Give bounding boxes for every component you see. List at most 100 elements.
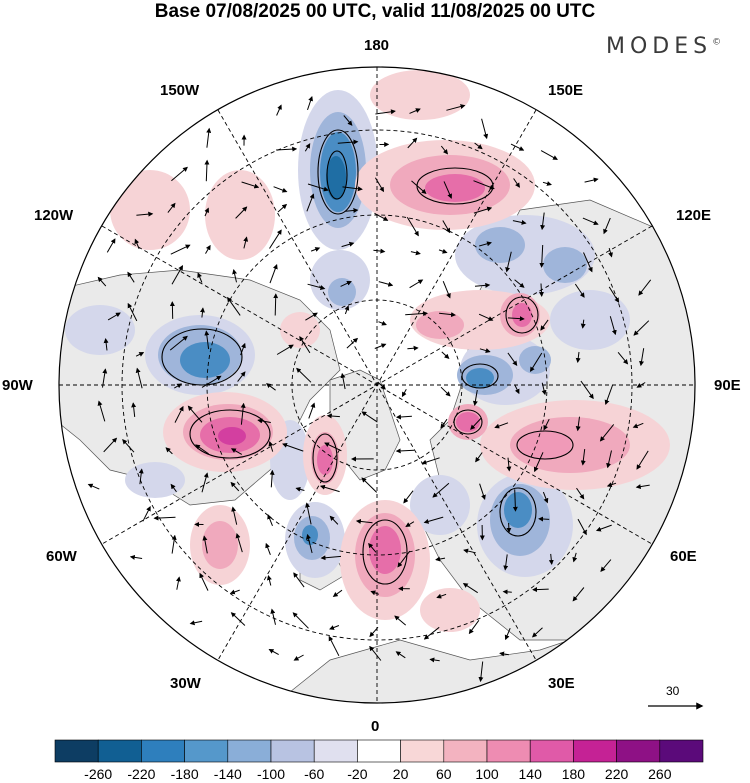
colorbar-tick-label: -20 xyxy=(347,766,368,782)
wind-arrow xyxy=(397,550,411,568)
wind-arrow xyxy=(574,283,585,298)
wind-arrow xyxy=(406,217,419,237)
wind-arrow xyxy=(423,516,444,524)
wind-arrow xyxy=(541,382,547,396)
wind-arrow xyxy=(407,345,419,351)
wind-arrow xyxy=(440,145,449,155)
colorbar-tick-label: 260 xyxy=(648,766,672,782)
wind-arrow xyxy=(633,320,650,336)
wind-arrow xyxy=(374,212,389,221)
wind-arrow xyxy=(572,587,585,602)
wind-arrow xyxy=(584,177,599,183)
reference-vector-arrow xyxy=(648,702,704,710)
wind-arrow xyxy=(355,518,373,524)
wind-arrow xyxy=(230,612,246,626)
colorbar-tick-label: 180 xyxy=(561,766,586,782)
wind-arrow xyxy=(494,422,509,429)
wind-arrow xyxy=(171,166,188,182)
wind-arrow xyxy=(529,352,543,373)
wind-arrow xyxy=(308,402,316,419)
wind-arrow xyxy=(268,441,274,452)
brand-text: MODES xyxy=(606,34,713,59)
wind-arrow xyxy=(171,534,177,554)
wind-arrow xyxy=(499,651,509,657)
wind-arrow xyxy=(204,207,210,217)
wind-arrow xyxy=(513,178,520,188)
modes-logo: MODES© xyxy=(606,34,721,59)
wind-arrow xyxy=(468,620,480,635)
wind-arrow xyxy=(337,139,359,145)
wind-arrow xyxy=(332,589,343,597)
wind-arrow xyxy=(202,535,208,554)
wind-arrow xyxy=(296,367,312,383)
wind-arrow xyxy=(532,587,549,593)
wind-arrow xyxy=(320,555,342,561)
wind-arrow xyxy=(595,524,612,532)
wind-arrow xyxy=(479,483,486,500)
wind-arrow xyxy=(540,319,549,331)
wind-arrow xyxy=(310,247,321,252)
wind-arrow xyxy=(473,206,493,214)
wind-arrow xyxy=(377,381,386,390)
wind-arrow xyxy=(582,217,599,226)
wind-arrow xyxy=(270,608,276,625)
wind-arrow xyxy=(195,444,209,455)
wind-arrow xyxy=(472,389,478,406)
wind-arrow xyxy=(423,626,440,640)
wind-arrow xyxy=(235,206,248,219)
wind-arrow xyxy=(167,202,176,213)
wind-arrow xyxy=(369,645,382,661)
wind-arrow xyxy=(266,575,272,586)
wind-arrow xyxy=(543,418,550,431)
wind-arrow xyxy=(470,417,482,430)
wind-arrow xyxy=(306,193,315,212)
wind-arrow xyxy=(576,487,585,500)
colorbar-tick-label: 100 xyxy=(475,766,499,782)
wind-arrow xyxy=(375,109,396,115)
wind-arrow xyxy=(293,654,304,661)
wind-vectors xyxy=(87,95,652,683)
wind-arrow xyxy=(577,518,587,536)
wind-arrow xyxy=(533,452,544,473)
wind-arrow xyxy=(243,236,249,249)
wind-arrow xyxy=(205,244,211,254)
wind-arrow xyxy=(295,486,305,492)
colorbar-tick-label: -260 xyxy=(84,766,113,782)
wind-arrow xyxy=(410,250,421,256)
wind-arrow xyxy=(174,405,184,423)
colorbar-swatch xyxy=(357,739,401,763)
wind-arrow xyxy=(369,626,379,638)
colorbar-swatch xyxy=(573,739,617,763)
wind-arrow xyxy=(395,414,412,420)
wind-arrow xyxy=(265,383,276,391)
wind-arrow xyxy=(438,248,448,254)
wind-arrow xyxy=(401,388,407,398)
wind-arrow xyxy=(131,402,137,417)
lon-label-90w: 90W xyxy=(2,377,33,394)
wind-arrow xyxy=(107,312,121,321)
wind-arrow xyxy=(345,208,359,213)
colorbar-swatch xyxy=(227,739,272,763)
wind-arrow xyxy=(267,514,273,526)
lon-label-120e: 120E xyxy=(676,207,712,224)
wind-arrow xyxy=(229,589,240,595)
wind-arrow xyxy=(329,625,340,630)
lon-label-150e: 150E xyxy=(548,82,584,99)
wind-arrow xyxy=(510,143,525,151)
wind-arrow xyxy=(512,489,518,512)
colorbar-swatch xyxy=(141,739,185,763)
wind-arrow xyxy=(394,615,407,626)
wind-arrow xyxy=(127,271,135,283)
wind-arrow xyxy=(227,296,241,316)
wind-arrow xyxy=(204,159,210,182)
wind-arrow xyxy=(306,533,313,554)
wind-arrow xyxy=(199,572,209,591)
wind-arrow xyxy=(374,343,387,349)
wind-arrow xyxy=(395,448,415,454)
wind-arrow xyxy=(583,252,593,273)
colorbar-swatch xyxy=(400,739,445,763)
wind-arrow xyxy=(429,657,440,663)
wind-arrow xyxy=(232,269,238,283)
wind-arrow xyxy=(542,491,549,504)
wind-arrow xyxy=(506,522,512,533)
